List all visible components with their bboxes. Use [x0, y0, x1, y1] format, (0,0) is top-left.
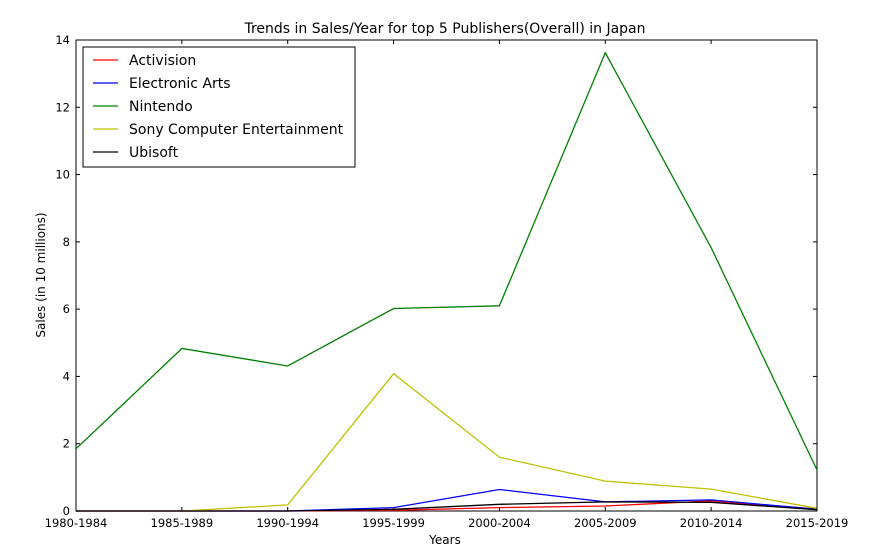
y-tick-label: 4 [63, 369, 70, 383]
legend-label: Electronic Arts [129, 76, 231, 92]
y-axis-title: Sales (in 10 millions) [34, 212, 48, 337]
x-tick-label: 2000-2004 [468, 516, 531, 530]
x-tick-label: 1990-1994 [256, 516, 319, 530]
y-tick-label: 0 [63, 504, 70, 518]
series-line-electronic-arts [76, 488, 818, 512]
legend-label: Ubisoft [129, 145, 179, 161]
series-line-nintendo [75, 51, 818, 471]
y-tick-label: 10 [55, 168, 70, 182]
x-tick-label: 2010-2014 [680, 516, 743, 530]
legend-box [82, 46, 356, 168]
legend-label: Nintendo [129, 99, 193, 115]
y-tick-label: 12 [55, 100, 70, 114]
x-tick-label: 2005-2009 [574, 516, 637, 530]
x-tick-label: 1980-1984 [45, 516, 108, 530]
y-tick-label: 6 [63, 302, 70, 316]
y-tick-label: 8 [63, 235, 70, 249]
x-tick-label: 1995-1999 [362, 516, 425, 530]
legend: Activision Electronic Arts Nintendo Sony Co… [82, 46, 356, 168]
plot-frame [75, 39, 818, 512]
x-axis-title: Years [428, 533, 461, 547]
y-tick-label: 14 [55, 33, 70, 47]
chart-title: Trends in Sales/Year for top 5 Publisher… [243, 21, 645, 37]
legend-label: Activision [129, 53, 196, 69]
series-line-ubisoft [76, 501, 818, 512]
x-tick-label: 2015-2019 [786, 516, 849, 530]
series-line-sony-computer-entertainment [76, 372, 818, 512]
x-tick-label: 1985-1989 [151, 516, 214, 530]
plot-area: 1980-1984 1985-1989 1990-1994 1995-1999 2000… [45, 33, 849, 530]
legend-label: Sony Computer Entertainment [129, 122, 344, 138]
y-tick-label: 2 [63, 437, 70, 451]
